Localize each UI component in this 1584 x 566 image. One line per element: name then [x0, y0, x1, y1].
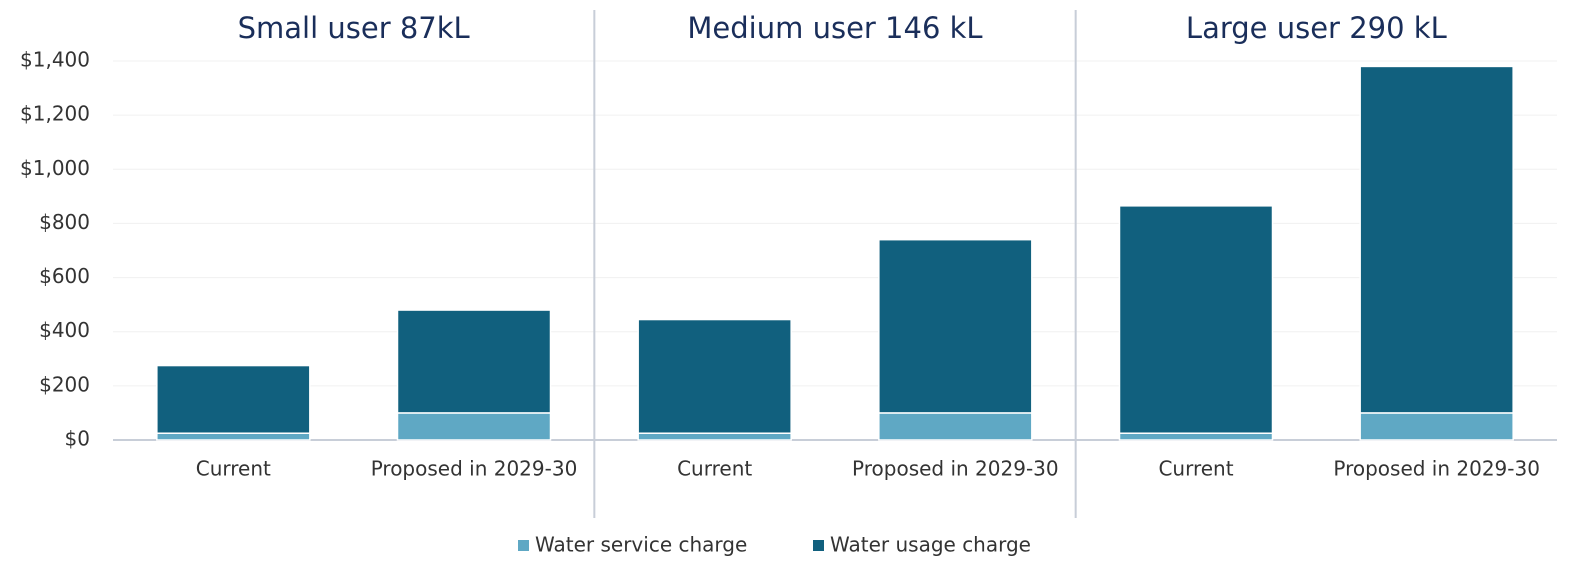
- bar-segment: [1359, 412, 1514, 441]
- y-tick-label: $1,400: [20, 48, 90, 72]
- bar-segment: [156, 432, 311, 441]
- group-title: Small user 87kL: [238, 11, 470, 45]
- group-title: Large user 290 kL: [1186, 11, 1447, 45]
- bar-segment: [396, 412, 552, 441]
- bar-segment: [1118, 432, 1274, 441]
- group-title: Medium user 146 kL: [687, 11, 982, 45]
- y-tick-label: $200: [39, 372, 90, 396]
- legend-swatch: [813, 540, 824, 551]
- bar-segment: [878, 238, 1033, 414]
- bar-segment: [1118, 205, 1274, 434]
- x-tick-label: Proposed in 2029-30: [371, 457, 578, 481]
- bar-segment: [637, 432, 792, 441]
- legend-label: Water usage charge: [830, 533, 1031, 557]
- x-tick-label: Proposed in 2029-30: [852, 457, 1059, 481]
- legend-label: Water service charge: [535, 533, 747, 557]
- bar-segment: [156, 364, 311, 434]
- bar-segment: [1359, 65, 1514, 414]
- bar-segment: [396, 309, 552, 414]
- x-tick-label: Current: [677, 457, 752, 481]
- bar-segment: [878, 412, 1033, 441]
- y-tick-label: $0: [65, 427, 90, 451]
- x-tick-label: Current: [196, 457, 271, 481]
- y-tick-label: $400: [39, 318, 90, 342]
- x-tick-label: Proposed in 2029-30: [1333, 457, 1540, 481]
- x-tick-label: Current: [1158, 457, 1233, 481]
- legend-swatch: [518, 540, 529, 551]
- y-tick-label: $1,000: [20, 156, 90, 180]
- y-tick-label: $1,200: [20, 102, 90, 126]
- bar-segment: [637, 318, 792, 434]
- y-tick-label: $600: [39, 264, 90, 288]
- y-tick-label: $800: [39, 210, 90, 234]
